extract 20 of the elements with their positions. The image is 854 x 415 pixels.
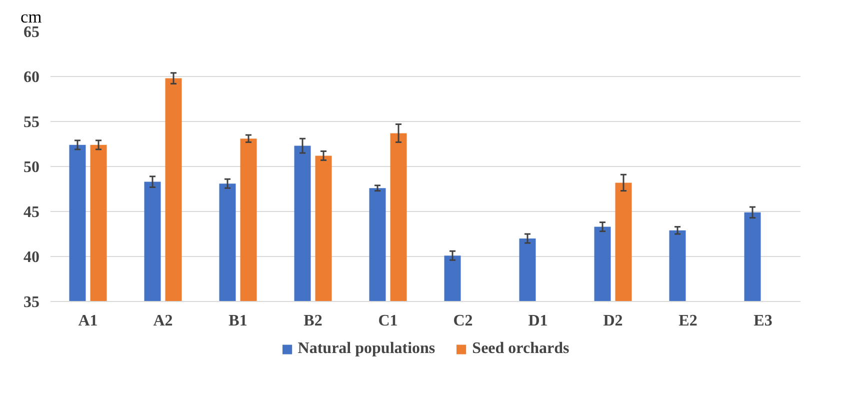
y-tick-label: 55 bbox=[24, 114, 40, 131]
y-tick-label: 45 bbox=[24, 204, 40, 221]
x-tick-label: E3 bbox=[754, 312, 772, 330]
y-tick-label: 35 bbox=[24, 294, 40, 311]
x-tick-label: E2 bbox=[678, 312, 698, 330]
y-axis-title: cm bbox=[20, 8, 42, 26]
x-tick-label: C2 bbox=[453, 312, 473, 330]
x-tick-label: A1 bbox=[78, 312, 98, 330]
y-tick-label: 40 bbox=[24, 249, 40, 266]
x-tick-label: D2 bbox=[603, 312, 623, 330]
y-tick-label: 50 bbox=[24, 159, 40, 176]
y-tick-label: 60 bbox=[24, 69, 40, 86]
x-tick-label: C1 bbox=[378, 312, 398, 330]
x-tick-label: B2 bbox=[304, 312, 322, 330]
x-tick-label: B1 bbox=[228, 312, 248, 330]
legend-label: Natural populations bbox=[298, 340, 436, 358]
x-tick-label: D1 bbox=[528, 312, 548, 330]
y-tick-label: 65 bbox=[24, 24, 40, 41]
x-tick-label: A2 bbox=[153, 312, 173, 330]
legend-label: Seed orchards bbox=[472, 340, 570, 358]
